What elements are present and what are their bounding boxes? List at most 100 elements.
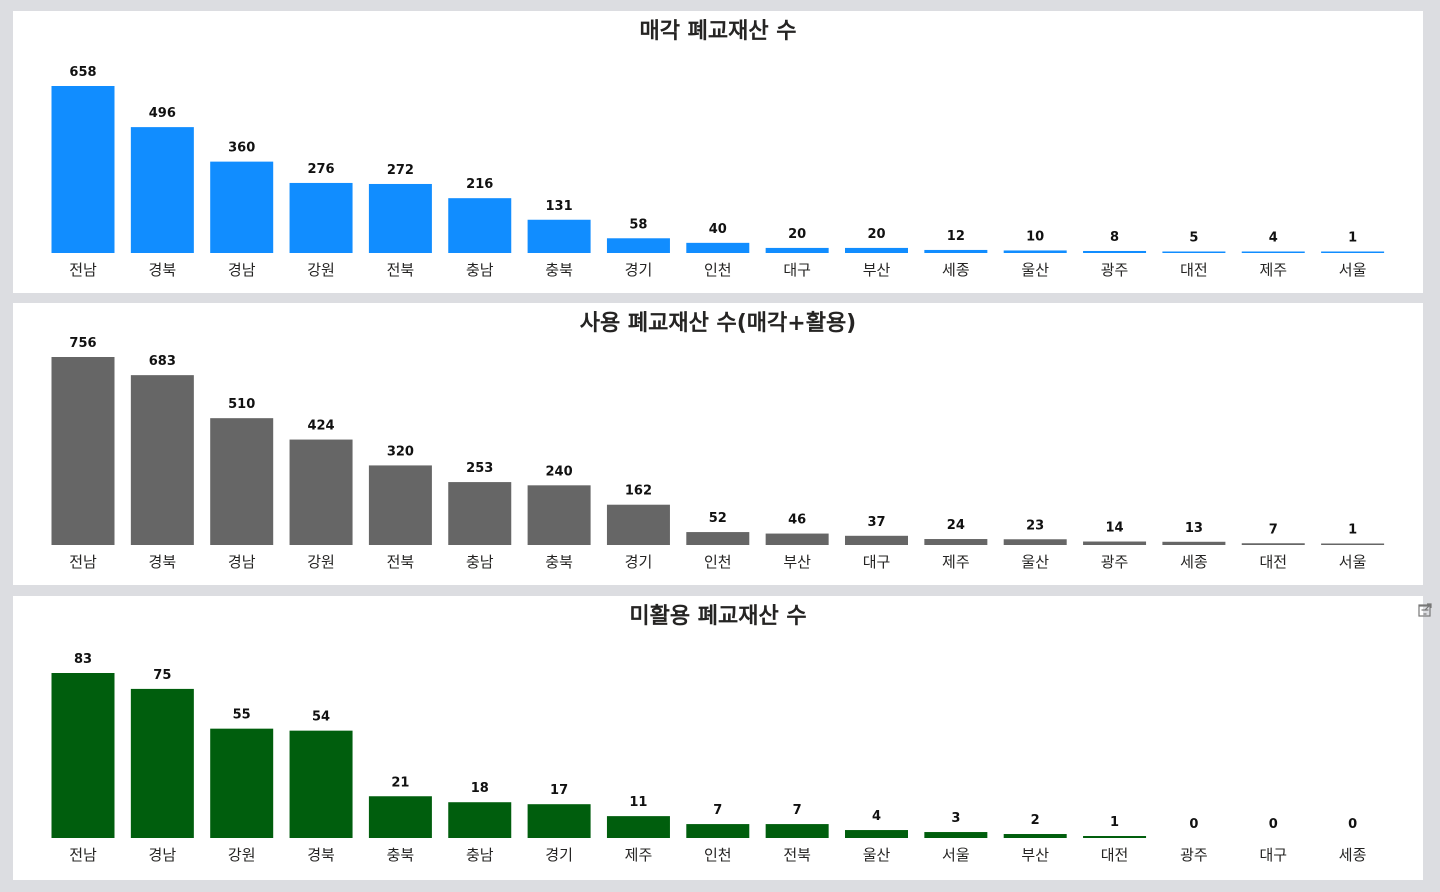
focus-mode-icon[interactable] xyxy=(1417,602,1433,618)
bar-광주[interactable] xyxy=(1083,541,1147,545)
bar-광주[interactable] xyxy=(1083,250,1147,253)
x-tick-label: 경기 xyxy=(625,553,653,571)
bar-울산[interactable] xyxy=(845,830,908,838)
data-label: 14 xyxy=(1106,521,1124,536)
bar-부산[interactable] xyxy=(1003,834,1067,838)
bar-경북[interactable] xyxy=(130,127,194,253)
data-label: 37 xyxy=(867,515,885,530)
bar-강원[interactable] xyxy=(289,182,353,253)
x-tick-label: 경남 xyxy=(149,846,177,864)
bar-제주[interactable] xyxy=(606,816,670,838)
bar-인천[interactable] xyxy=(686,242,750,253)
bar-경기[interactable] xyxy=(606,504,670,545)
data-label: 5 xyxy=(1189,231,1198,246)
data-label: 4 xyxy=(1269,231,1278,246)
x-tick-label: 대구 xyxy=(783,261,811,279)
x-tick-label: 충북 xyxy=(387,846,415,864)
data-label: 320 xyxy=(387,444,414,459)
x-tick-label: 강원 xyxy=(228,846,256,864)
bar-울산[interactable] xyxy=(1003,539,1067,545)
data-label: 18 xyxy=(471,781,489,796)
bar-대구[interactable] xyxy=(845,535,908,545)
bar-경북[interactable] xyxy=(130,375,194,545)
data-label: 10 xyxy=(1026,229,1044,244)
bar-전남[interactable] xyxy=(51,86,115,253)
data-label: 272 xyxy=(387,163,414,178)
x-tick-label: 울산 xyxy=(863,846,891,864)
x-tick-label: 인천 xyxy=(704,846,732,864)
bar-대구[interactable] xyxy=(765,247,829,253)
bar-충남[interactable] xyxy=(448,802,512,838)
bar-강원[interactable] xyxy=(289,439,353,545)
data-label: 424 xyxy=(307,419,334,434)
bar-세종[interactable] xyxy=(924,249,988,253)
data-label: 52 xyxy=(709,511,727,526)
x-tick-label: 제주 xyxy=(1259,261,1287,279)
x-tick-label: 인천 xyxy=(704,553,732,571)
data-label: 1 xyxy=(1110,815,1119,830)
bar-대전[interactable] xyxy=(1241,543,1305,545)
bar-제주[interactable] xyxy=(924,539,988,545)
bar-경남[interactable] xyxy=(210,418,274,545)
bar-울산[interactable] xyxy=(1003,250,1067,253)
x-tick-label: 서울 xyxy=(1339,261,1367,279)
bar-경북[interactable] xyxy=(289,730,353,838)
bar-경남[interactable] xyxy=(130,688,194,838)
bar-대전[interactable] xyxy=(1083,836,1147,838)
data-label: 20 xyxy=(867,227,885,242)
bar-chart-sold: 658전남496경북360경남276강원272전북216충남131충북58경기4… xyxy=(51,65,1385,279)
bar-전북[interactable] xyxy=(765,824,829,838)
bar-인천[interactable] xyxy=(686,824,750,838)
bar-경기[interactable] xyxy=(527,804,591,838)
chart-panel-sold[interactable]: 매각 폐교재산 수 658 전남 496 경북 360 경남 276 강원 272 전북 216 충남… xyxy=(13,11,1423,293)
bar-인천[interactable] xyxy=(686,532,750,545)
bar-대전[interactable] xyxy=(1162,251,1226,254)
bar-전북[interactable] xyxy=(368,465,432,545)
data-label: 24 xyxy=(947,518,965,533)
x-tick-label: 대전 xyxy=(1180,261,1208,279)
bar-전남[interactable] xyxy=(51,673,115,838)
x-tick-label: 대전 xyxy=(1259,553,1287,571)
data-label: 162 xyxy=(625,484,652,499)
bar-전남[interactable] xyxy=(51,357,115,545)
chart-panel-used[interactable]: 사용 폐교재산 수(매각+활용) 756 전남 683 경북 510 경남 424 강원 320… xyxy=(13,303,1423,585)
chart-panel-unused[interactable]: 미활용 폐교재산 수 83 전남 75 경남 55 강원 54 경북 21 충북 18 충남 17 경기 1… xyxy=(13,596,1432,880)
data-label: 21 xyxy=(391,775,409,790)
bar-세종[interactable] xyxy=(1162,541,1226,545)
data-label: 12 xyxy=(947,229,965,244)
x-tick-label: 충북 xyxy=(545,553,573,571)
bar-부산[interactable] xyxy=(765,533,829,545)
x-tick-label: 광주 xyxy=(1101,553,1129,571)
x-tick-label: 광주 xyxy=(1101,261,1129,279)
data-label: 0 xyxy=(1269,817,1278,832)
x-tick-label: 전남 xyxy=(69,261,97,279)
bar-경남[interactable] xyxy=(210,161,274,253)
x-tick-label: 경북 xyxy=(149,553,177,571)
data-label: 216 xyxy=(466,177,493,192)
x-tick-label: 경기 xyxy=(545,846,573,864)
data-label: 7 xyxy=(1269,522,1278,537)
x-tick-label: 전남 xyxy=(69,553,97,571)
bar-강원[interactable] xyxy=(210,728,274,838)
bar-부산[interactable] xyxy=(845,247,908,253)
data-label: 83 xyxy=(74,652,92,667)
data-label: 360 xyxy=(228,141,255,156)
bar-충북[interactable] xyxy=(527,219,591,253)
bar-서울[interactable] xyxy=(924,832,988,838)
x-tick-label: 제주 xyxy=(942,553,970,571)
bar-전북[interactable] xyxy=(368,183,432,253)
x-tick-label: 울산 xyxy=(1021,553,1049,571)
bar-서울[interactable] xyxy=(1321,543,1385,546)
bar-충북[interactable] xyxy=(368,796,432,838)
bar-제주[interactable] xyxy=(1241,251,1305,254)
chart-title: 매각 폐교재산 수 xyxy=(639,19,797,44)
x-tick-label: 경북 xyxy=(307,846,335,864)
bar-충남[interactable] xyxy=(448,198,512,253)
bar-충남[interactable] xyxy=(448,482,512,545)
bar-경기[interactable] xyxy=(606,238,670,253)
bar-서울[interactable] xyxy=(1321,251,1385,254)
bar-충북[interactable] xyxy=(527,485,591,545)
data-label: 55 xyxy=(233,708,251,723)
data-label: 240 xyxy=(546,464,573,479)
chart-title: 미활용 폐교재산 수 xyxy=(629,604,807,629)
